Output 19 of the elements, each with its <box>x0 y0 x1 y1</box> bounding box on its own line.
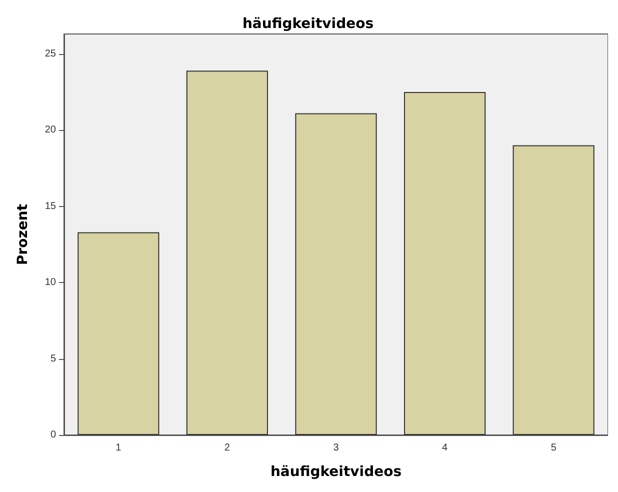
bar <box>295 113 377 435</box>
x-tick-label: 5 <box>550 442 557 454</box>
bar <box>404 92 486 435</box>
y-tick-label: 5 <box>50 353 56 364</box>
y-tick-label: 20 <box>44 124 56 136</box>
y-axis-title: Prozent <box>15 204 31 266</box>
y-tick-label: 25 <box>44 48 56 60</box>
x-tick-label: 3 <box>333 442 340 454</box>
bar <box>512 145 594 435</box>
x-tick-label: 1 <box>116 442 122 454</box>
bar <box>78 232 160 435</box>
bar <box>186 70 268 435</box>
x-tick-label: 4 <box>442 442 448 454</box>
y-tick-label: 10 <box>44 277 56 288</box>
y-tick-label: 15 <box>44 200 56 212</box>
x-axis-title: häufigkeitvideos <box>270 464 402 480</box>
x-tick-label: 2 <box>224 442 230 454</box>
y-tick-label: 0 <box>50 430 56 440</box>
chart-title: häufigkeitvideos <box>242 16 374 32</box>
